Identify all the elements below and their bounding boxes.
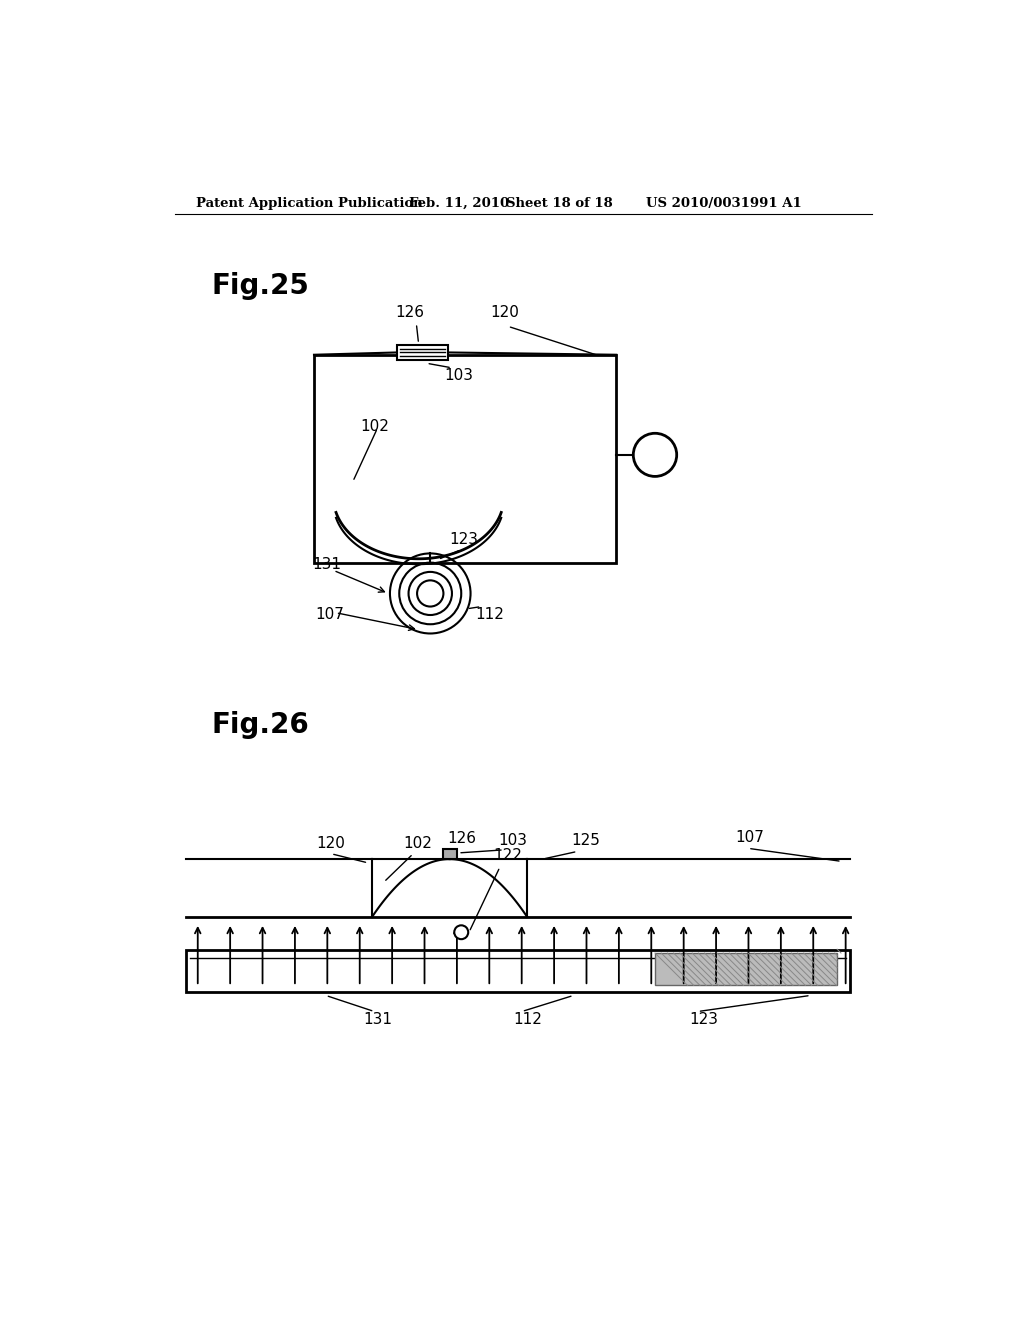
Text: 102: 102 <box>403 837 432 851</box>
Text: 131: 131 <box>364 1011 392 1027</box>
Text: 126: 126 <box>395 305 424 321</box>
Text: 120: 120 <box>490 305 519 321</box>
Text: 122: 122 <box>494 847 522 863</box>
Text: 112: 112 <box>475 607 504 622</box>
Text: 103: 103 <box>444 368 473 383</box>
Text: Feb. 11, 2010: Feb. 11, 2010 <box>409 197 509 210</box>
Text: 122: 122 <box>646 442 675 457</box>
Text: 131: 131 <box>312 557 341 572</box>
Circle shape <box>455 925 468 940</box>
Text: 103: 103 <box>499 833 527 847</box>
Text: 102: 102 <box>360 418 389 434</box>
Text: 126: 126 <box>447 832 476 846</box>
Bar <box>314 355 616 562</box>
Bar <box>442 849 457 859</box>
Text: 107: 107 <box>315 607 344 622</box>
Text: 112: 112 <box>513 1011 542 1027</box>
Text: 125: 125 <box>571 833 600 849</box>
Text: Fig.26: Fig.26 <box>212 711 309 739</box>
Circle shape <box>633 433 677 477</box>
Text: 120: 120 <box>316 837 345 851</box>
Text: US 2010/0031991 A1: US 2010/0031991 A1 <box>646 197 802 210</box>
Text: Patent Application Publication: Patent Application Publication <box>197 197 423 210</box>
Bar <box>186 950 850 993</box>
Text: Fig.25: Fig.25 <box>212 272 309 301</box>
Text: 123: 123 <box>689 1011 718 1027</box>
Bar <box>655 953 838 985</box>
Bar <box>397 345 447 360</box>
Text: 107: 107 <box>735 830 765 845</box>
Text: Sheet 18 of 18: Sheet 18 of 18 <box>506 197 613 210</box>
Text: 123: 123 <box>450 532 478 548</box>
